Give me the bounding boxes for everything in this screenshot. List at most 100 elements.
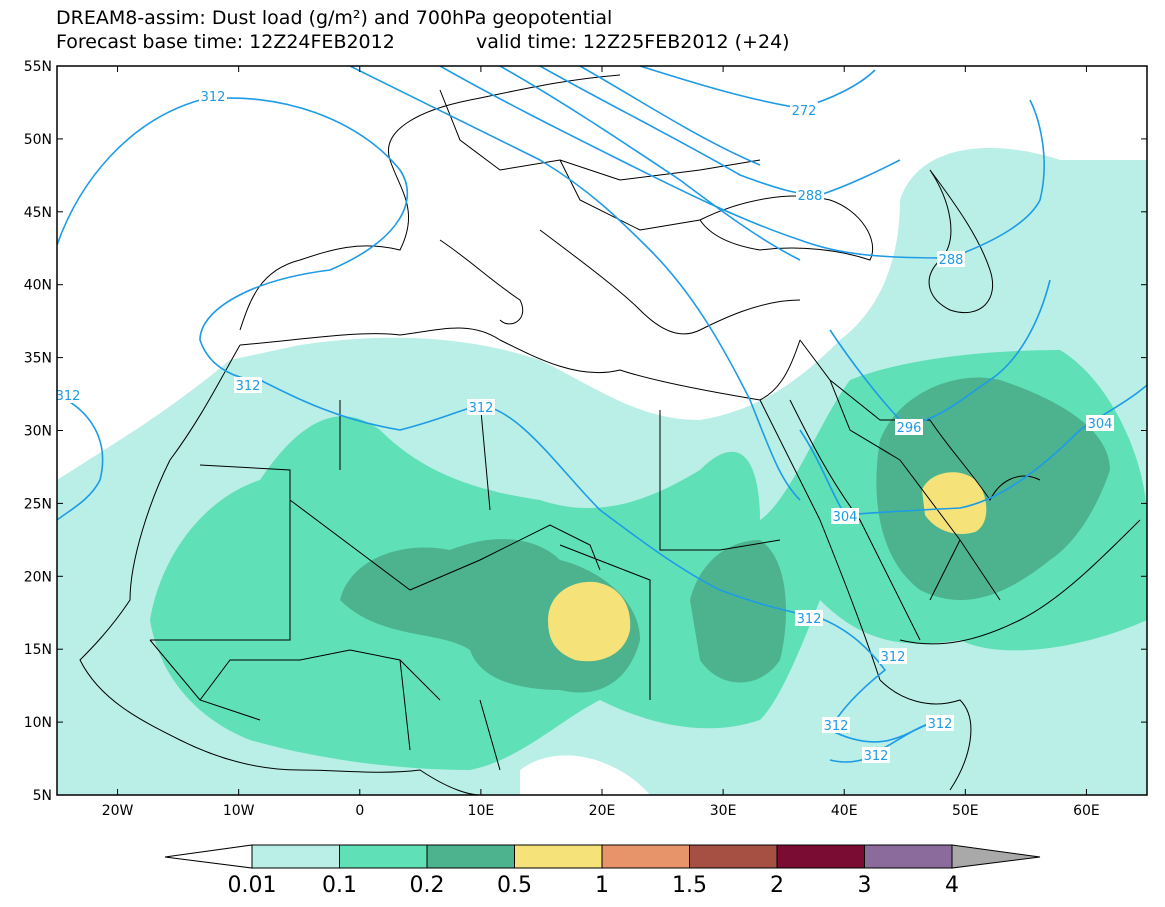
coastline-caspian <box>928 169 994 314</box>
lat-label: 40N <box>24 278 52 294</box>
lat-label: 35N <box>24 351 52 367</box>
colorbar-box <box>426 844 515 869</box>
contour-label-bg <box>790 102 818 118</box>
lat-label: 45N <box>24 205 52 221</box>
lat-label: 50N <box>24 132 52 148</box>
contour-label-bg <box>54 387 82 403</box>
colorbar-low-arrow <box>164 844 253 869</box>
colorbar-label: 4 <box>945 873 959 898</box>
lon-label: 60E <box>1073 803 1100 819</box>
contour-label: 272 <box>792 104 817 119</box>
lon-label: 10W <box>223 803 255 819</box>
colorbar-box <box>251 844 340 869</box>
coastline-italy <box>439 239 523 325</box>
coastline-arabia-south <box>899 519 1141 645</box>
colorbar: 0.01 0.1 0.2 0.5 1 1.5 2 3 4 <box>164 844 1041 898</box>
lon-label: 20E <box>589 803 616 819</box>
contour-line-312 <box>259 379 821 619</box>
lat-label: 30N <box>24 424 52 440</box>
colorbar-box <box>776 844 865 869</box>
lat-label: 20N <box>24 569 52 585</box>
colorbar-label: 1 <box>595 873 609 898</box>
coastline-horn-africa <box>879 679 972 791</box>
coastline-black-sea <box>699 195 874 261</box>
lat-label: 15N <box>24 642 52 658</box>
lat-label: 10N <box>24 715 52 731</box>
colorbar-label: 0.2 <box>410 873 445 898</box>
contour-line-280 <box>579 66 761 166</box>
forecast-times: Forecast base time: 12Z24FEB2012 valid ti… <box>56 31 790 53</box>
dust-fields <box>57 148 1147 795</box>
contour-label-bg <box>862 747 890 763</box>
contour-label: 312 <box>928 717 953 732</box>
coastline-balkans <box>539 229 801 335</box>
colorbar-label: 0.5 <box>497 873 532 898</box>
longitude-labels: 20W 10W 0 10E 20E 30E 40E 50E 60E <box>102 803 1100 819</box>
lon-label: 10E <box>468 803 495 819</box>
contour-line-288 <box>819 99 1045 259</box>
contour-label-bg <box>1086 415 1114 431</box>
contour-label: 296 <box>897 421 922 436</box>
contour-line-312 <box>57 97 409 381</box>
colorbar-label: 2 <box>770 873 784 898</box>
colorbar-labels: 0.01 0.1 0.2 0.5 1 1.5 2 3 4 <box>228 873 959 898</box>
coastline-persian-gulf <box>929 419 1041 501</box>
lat-label: 5N <box>33 788 52 804</box>
lon-label: 20W <box>102 803 134 819</box>
contour-label: 304 <box>833 510 858 525</box>
colorbar-box <box>601 844 690 869</box>
coastlines-and-borders <box>79 74 1141 795</box>
contour-labels: 312 312 312 312 296 304 304 288 288 272 312 312 312 3… <box>54 88 1114 764</box>
contour-line-272 <box>639 66 876 109</box>
lat-label: 55N <box>24 59 52 75</box>
contour-label: 312 <box>881 650 906 665</box>
dust-gap-white <box>520 755 650 795</box>
lat-label: 25N <box>24 496 52 512</box>
contour-label-bg <box>926 715 954 731</box>
contour-label-bg <box>879 648 907 664</box>
axis-ticks <box>57 65 1147 796</box>
coastline-med-south <box>239 327 801 401</box>
base-time: Forecast base time: 12Z24FEB2012 <box>56 31 395 53</box>
contour-line-288 <box>439 66 951 259</box>
contour-label: 312 <box>56 389 81 404</box>
colorbar-high-arrow <box>951 844 1041 869</box>
contour-label-bg <box>895 419 923 435</box>
contour-line-304 <box>499 66 801 261</box>
lon-label: 0 <box>355 803 364 819</box>
colorbar-box <box>514 844 603 869</box>
contour-label: 312 <box>864 749 889 764</box>
contour-label: 288 <box>798 189 823 204</box>
contour-label-bg <box>937 251 965 267</box>
contour-label: 312 <box>469 401 494 416</box>
coastline-gulf-guinea <box>299 769 481 795</box>
lon-label: 30E <box>710 803 737 819</box>
borders-north-africa <box>150 399 781 700</box>
colorbar-box <box>339 844 428 869</box>
colorbar-boxes <box>251 844 953 869</box>
contour-line-288 <box>539 66 821 196</box>
contour-label-bg <box>199 88 227 104</box>
dust-area-0-2 <box>876 377 1110 600</box>
contour-label: 312 <box>797 612 822 627</box>
contour-label: 312 <box>236 379 261 394</box>
geopotential-contours <box>57 66 1147 763</box>
colorbar-label: 1.5 <box>672 873 707 898</box>
contour-label: 312 <box>824 719 849 734</box>
contour-label-bg <box>831 508 859 524</box>
borders-west-africa <box>149 639 501 771</box>
contour-label: 288 <box>939 253 964 268</box>
coastline-europe <box>239 74 621 331</box>
coastline-red-sea <box>759 399 921 681</box>
coastline-west-africa <box>79 344 301 771</box>
colorbar-label: 3 <box>858 873 872 898</box>
lon-label: 50E <box>952 803 979 819</box>
contour-label-bg <box>795 610 823 626</box>
contour-line-312 <box>57 394 104 521</box>
borders-middle-east <box>799 339 1001 601</box>
map-title: DREAM8-assim: Dust load (g/m²) and 700hP… <box>56 7 613 29</box>
contour-label-bg <box>822 717 850 733</box>
contour-label-bg <box>467 399 495 415</box>
contour-label-bg <box>234 377 262 393</box>
